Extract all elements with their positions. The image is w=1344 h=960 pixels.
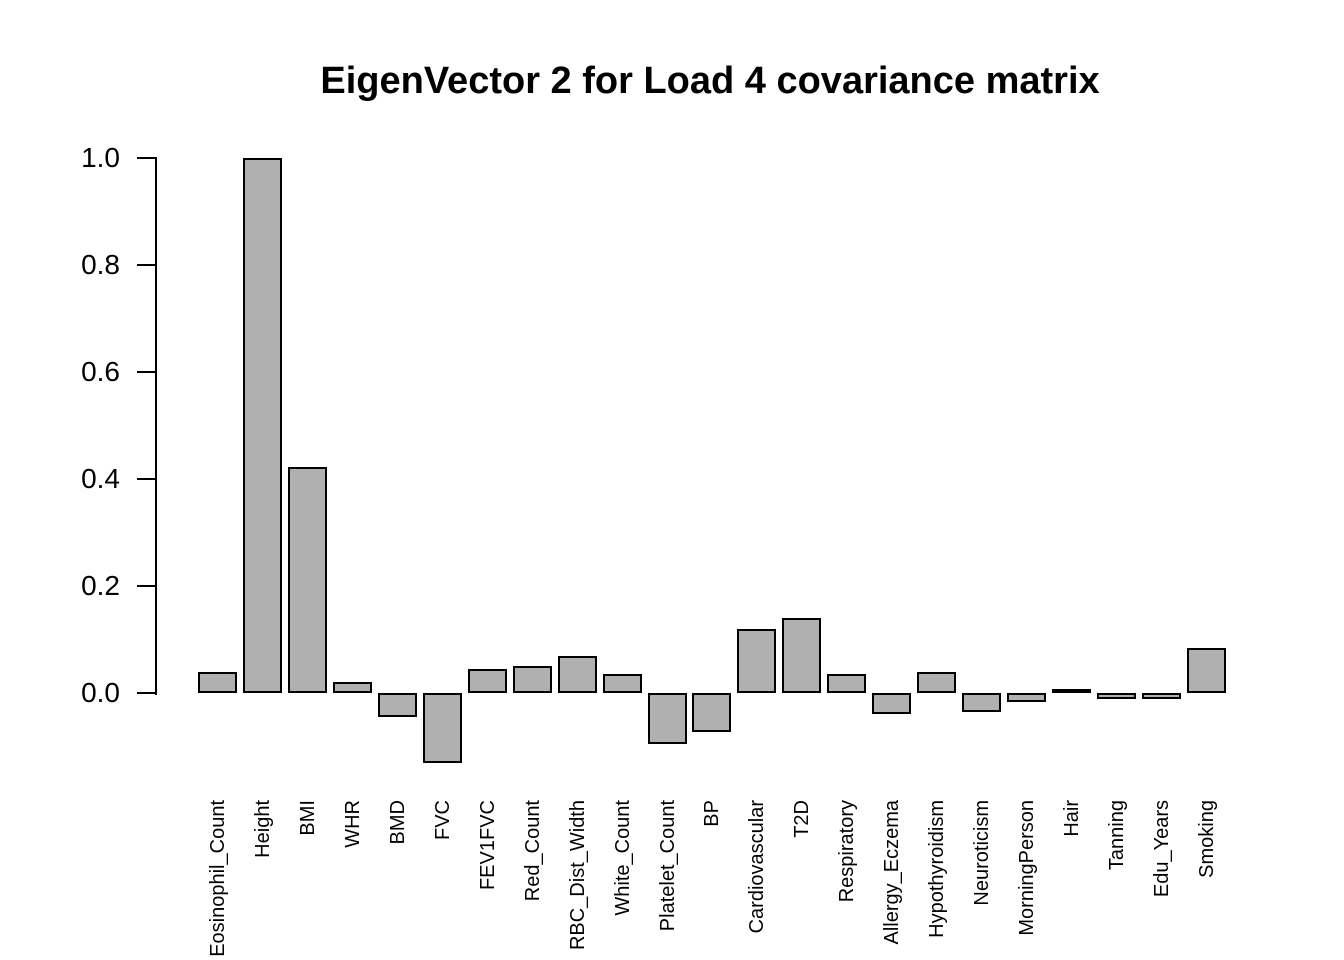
x-label-BMD: BMD — [386, 800, 409, 845]
x-label-Hypothyroidism: Hypothyroidism — [925, 800, 948, 938]
bar-Hypothyroidism — [917, 672, 956, 693]
bar-Neuroticism — [962, 693, 1001, 712]
x-label-White_Count: White_Count — [611, 800, 634, 916]
x-label-FEV1FVC: FEV1FVC — [476, 800, 499, 891]
x-label-Tanning: Tanning — [1105, 800, 1128, 871]
bar-Platelet_Count — [648, 693, 687, 744]
y-axis-tick — [137, 585, 157, 587]
y-axis-tick — [137, 157, 157, 159]
bar-BMI — [288, 467, 327, 693]
bar-RBC_Dist_Width — [558, 656, 597, 693]
x-label-Neuroticism: Neuroticism — [970, 800, 993, 906]
x-label-T2D: T2D — [790, 800, 813, 838]
bar-Smoking — [1187, 648, 1226, 693]
x-label-MorningPerson: MorningPerson — [1015, 800, 1038, 936]
bar-Eosinophil_Count — [198, 672, 237, 693]
x-label-BP: BP — [700, 800, 723, 827]
y-tick-label: 0.8 — [81, 249, 120, 280]
y-tick-label: 0.0 — [81, 677, 120, 708]
bar-Tanning — [1097, 693, 1136, 699]
bar-BP — [692, 693, 731, 732]
x-label-Platelet_Count: Platelet_Count — [656, 800, 679, 932]
bar-Edu_Years — [1142, 693, 1181, 699]
x-label-Cardiovascular: Cardiovascular — [745, 800, 768, 934]
x-label-WHR: WHR — [341, 800, 364, 848]
y-tick-label: 1.0 — [81, 142, 120, 173]
y-tick-label: 0.6 — [81, 356, 120, 387]
y-axis-tick — [137, 478, 157, 480]
x-label-Hair: Hair — [1060, 800, 1083, 837]
bar-Allergy_Eczema — [872, 693, 911, 714]
bar-FVC — [423, 693, 462, 763]
x-label-FVC: FVC — [431, 800, 454, 840]
bar-Red_Count — [513, 666, 552, 693]
y-axis-tick — [137, 371, 157, 373]
x-label-Edu_Years: Edu_Years — [1150, 800, 1173, 898]
bar-Respiratory — [827, 674, 866, 693]
bar-T2D — [782, 618, 821, 693]
y-tick-label: 0.2 — [81, 570, 120, 601]
bar-WHR — [333, 682, 372, 693]
x-label-Smoking: Smoking — [1195, 800, 1218, 878]
bar-MorningPerson — [1007, 693, 1046, 702]
y-axis-tick — [137, 692, 157, 694]
bar-Cardiovascular — [737, 629, 776, 693]
x-label-Red_Count: Red_Count — [521, 800, 544, 902]
bar-Height — [243, 158, 282, 693]
x-label-Respiratory: Respiratory — [835, 800, 858, 903]
x-label-Height: Height — [251, 800, 274, 858]
chart-title: EigenVector 2 for Load 4 covariance matr… — [320, 60, 1100, 102]
x-label-RBC_Dist_Width: RBC_Dist_Width — [566, 800, 589, 951]
bar-BMD — [378, 693, 417, 717]
bar-Hair — [1052, 689, 1091, 693]
y-axis-tick — [137, 264, 157, 266]
y-tick-label: 0.4 — [81, 463, 120, 494]
bar-FEV1FVC — [468, 669, 507, 693]
x-label-Eosinophil_Count: Eosinophil_Count — [206, 800, 229, 957]
y-axis-line — [155, 158, 157, 695]
x-label-Allergy_Eczema: Allergy_Eczema — [880, 800, 903, 945]
bar-White_Count — [603, 674, 642, 693]
x-label-BMI: BMI — [296, 800, 319, 836]
